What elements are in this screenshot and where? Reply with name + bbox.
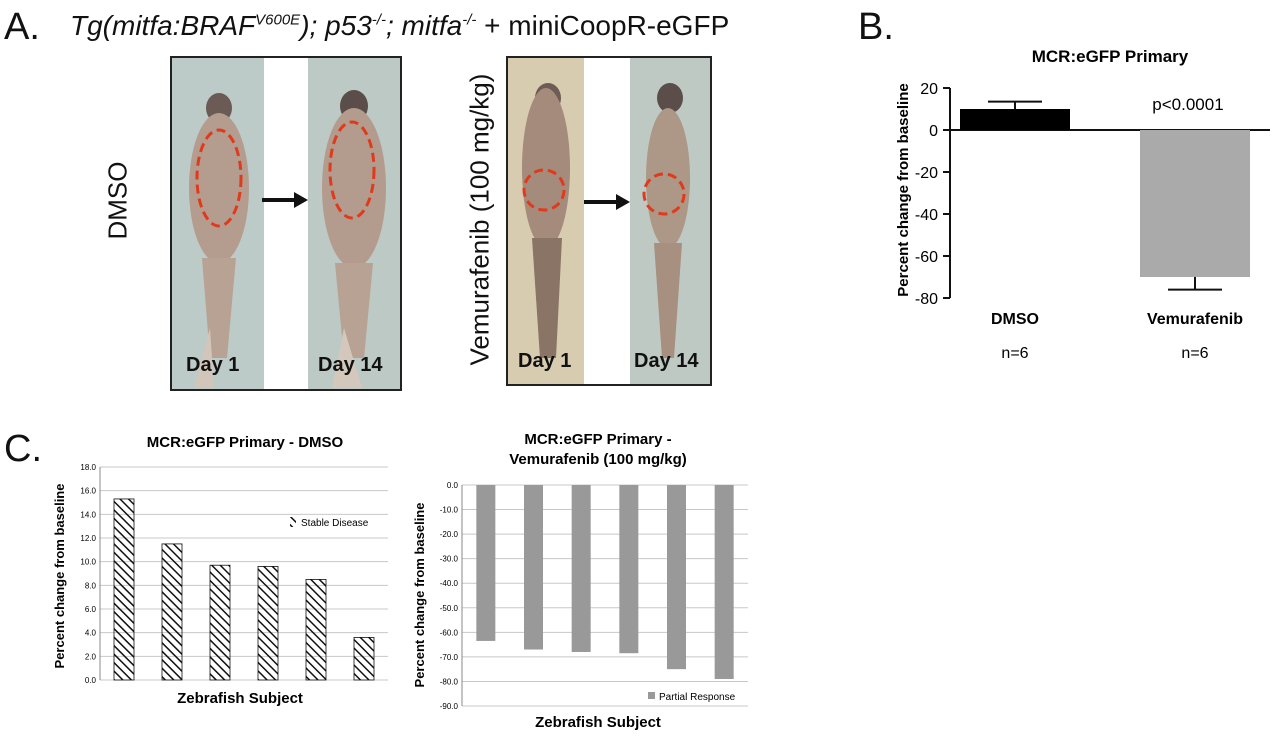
panel-b-title: MCR:eGFP Primary [1032, 47, 1189, 66]
panel-c-dmso-y-tick-label: 6.0 [85, 605, 97, 614]
panel-c-vem-y-tick-label: -60.0 [440, 628, 459, 637]
panel-c-vem-bar [619, 485, 639, 654]
panel-c-vem-y-tick-label: -70.0 [440, 653, 459, 662]
panel-c-dmso-y-tick-label: 2.0 [85, 652, 97, 661]
dmso-day14-label: Day 14 [318, 354, 383, 376]
panel-c-vem-legend-label: Partial Response [659, 692, 736, 703]
panel-b-y-tick-label: -20 [915, 165, 938, 182]
panel-c-dmso-y-tick-label: 4.0 [85, 629, 97, 638]
panel-b-letter: B. [858, 6, 894, 48]
panel-b-x-label: Vemurafenib [1147, 311, 1243, 328]
dmso-day1-label: Day 1 [186, 354, 240, 376]
panel-c-vem-legend-swatch [648, 692, 655, 699]
panel-c-dmso-title: MCR:eGFP Primary - DMSO [147, 434, 344, 451]
panel-c-dmso-y-tick-label: 10.0 [80, 558, 96, 567]
panel-c-vem-y-tick-label: -10.0 [440, 506, 459, 515]
panel-c-vem-y-tick-label: -80.0 [440, 677, 459, 686]
dmso-arrow [262, 192, 308, 208]
panel-b-n-label: n=6 [1181, 345, 1208, 362]
panel-c-vem-title-line2: Vemurafenib (100 mg/kg) [509, 451, 687, 468]
panel-c-vem-y-tick-label: -30.0 [440, 555, 459, 564]
dmso-fish-photo: Day 1 Day 14 [170, 56, 402, 391]
panel-b-y-tick-label: -80 [915, 291, 938, 308]
panel-c-dmso-legend-label: Stable Disease [301, 518, 369, 529]
panel-c-dmso-bar [353, 636, 375, 681]
title-sup-mitfa: -/- [462, 11, 477, 29]
panel-c-vem-y-tick-label: -90.0 [440, 702, 459, 711]
panel-c-dmso-y-tick-label: 14.0 [80, 510, 96, 519]
panel-c-dmso-bar [113, 498, 135, 681]
panel-c-vem-title-line1: MCR:eGFP Primary - [524, 431, 671, 448]
panel-c-dmso-y-tick-label: 16.0 [80, 487, 96, 496]
panel-b-bar-vemurafenib [1140, 130, 1250, 277]
panel-c-dmso-legend-swatch [290, 517, 296, 527]
panel-c-vem-y-tick-label: 0.0 [447, 481, 459, 490]
vemurafenib-fish-photo: Day 1 Day 14 [506, 56, 712, 386]
panel-c-vem-bar [714, 485, 734, 679]
vemurafenib-day1-label: Day 1 [518, 350, 572, 372]
panel-c-dmso-bar [209, 564, 231, 681]
panel-b-y-tick-label: 0 [929, 123, 938, 140]
title-suffix: + miniCoopR-eGFP [484, 10, 730, 41]
panel-c-dmso-bar [305, 579, 327, 681]
panel-c-dmso-y-tick-label: 8.0 [85, 581, 97, 590]
panel-c-vem-y-tick-label: -40.0 [440, 579, 459, 588]
panel-b-y-label: Percent change from baseline [895, 83, 912, 296]
title-sup-v600e: V600E [255, 11, 301, 29]
title-sup-p53: -/- [371, 11, 386, 29]
panel-c-vem-y-tick-label: -50.0 [440, 604, 459, 613]
panel-b-y-tick-label: -60 [915, 249, 938, 266]
panel-c-vemurafenib-chart: MCR:eGFP Primary - Vemurafenib (100 mg/kg… [412, 431, 748, 731]
panel-c-vem-y-label: Percent change from baseline [412, 503, 427, 688]
panel-c-dmso-y-tick-label: 12.0 [80, 534, 96, 543]
panel-c-dmso-x-label: Zebrafish Subject [177, 690, 303, 707]
panel-c-vem-bar [667, 485, 686, 670]
vemurafenib-arrow [584, 194, 630, 210]
panel-b-y-tick-label: -40 [915, 207, 938, 224]
panel-b-n-label: n=6 [1001, 345, 1028, 362]
panel-a-title: Tg(mitfa:BRAFV600E); p53-/-; mitfa-/- + … [70, 12, 729, 40]
panel-b-chart: MCR:eGFP Primary 20 0 -20 -40 -60 -80 DMSO n=6 Ve… [895, 47, 1270, 362]
vemurafenib-day14-label: Day 14 [634, 350, 699, 372]
panel-c-dmso-y-label: Percent change from baseline [52, 484, 67, 669]
panel-b-x-label: DMSO [991, 311, 1039, 328]
panel-c-letter: C. [4, 428, 42, 470]
panel-b-bar-dmso [960, 109, 1070, 130]
dmso-fish-drawing [172, 58, 400, 389]
title-mid-2: ; mitfa [385, 10, 463, 41]
vemurafenib-label: Vemurafenib (100 mg/kg) [464, 73, 495, 366]
panel-c-dmso-bar [161, 543, 183, 681]
panel-c-dmso-y-tick-label: 0.0 [85, 676, 97, 685]
panel-b-y-tick-label: 20 [920, 81, 938, 98]
panel-c-dmso-chart: MCR:eGFP Primary - DMSO 0.0 2.0 4.0 6.0 8.0 10… [52, 434, 388, 707]
panel-c-dmso-y-tick-label: 18.0 [80, 463, 96, 472]
panel-c-dmso-bar [257, 565, 279, 681]
vemurafenib-fish-drawing [508, 58, 710, 384]
panel-c-vem-x-label: Zebrafish Subject [535, 714, 661, 731]
panel-a-letter: A. [4, 6, 40, 48]
title-mid-1: ); p53 [300, 10, 372, 41]
panel-b-p-value: p<0.0001 [1152, 95, 1223, 114]
panel-c-vem-bar [476, 485, 496, 641]
panel-c-vem-y-tick-label: -20.0 [440, 530, 459, 539]
panel-c-vem-bar [571, 485, 591, 652]
title-prefix: Tg(mitfa:BRAF [70, 10, 256, 41]
panel-c-vem-bar [524, 485, 543, 650]
dmso-label: DMSO [102, 161, 133, 240]
